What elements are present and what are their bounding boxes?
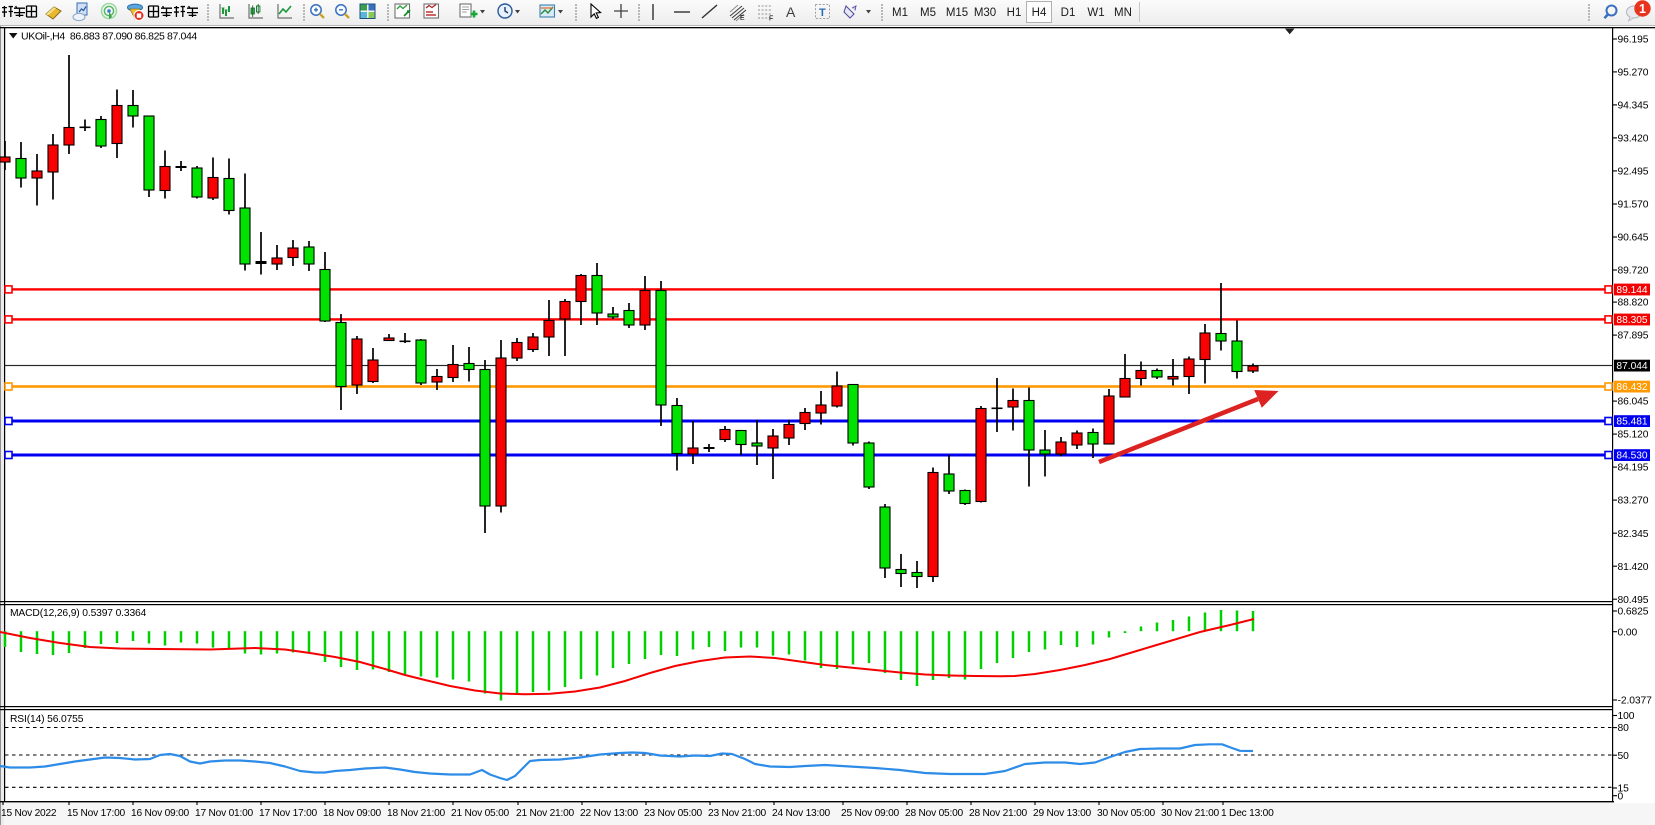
svg-text:E: E <box>740 15 745 22</box>
svg-text:0: 0 <box>1618 791 1624 802</box>
svg-text:22 Nov 13:00: 22 Nov 13:00 <box>580 808 639 819</box>
svg-text:82.345: 82.345 <box>1618 529 1649 540</box>
svg-text:50: 50 <box>1618 751 1630 762</box>
svg-text:H1: H1 <box>1007 7 1022 19</box>
svg-text:21 Nov 21:00: 21 Nov 21:00 <box>516 808 575 819</box>
svg-text:28 Nov 21:00: 28 Nov 21:00 <box>969 808 1028 819</box>
svg-text:RSI(14) 56.0755: RSI(14) 56.0755 <box>10 714 84 725</box>
svg-text:83.270: 83.270 <box>1618 496 1649 507</box>
svg-text:16 Nov 09:00: 16 Nov 09:00 <box>131 808 190 819</box>
svg-text:UKOil-,H4 86.883 87.090 86.82: UKOil-,H4 86.883 87.090 86.825 87.044 <box>21 31 197 43</box>
svg-text:88.820: 88.820 <box>1618 298 1649 309</box>
svg-text:T: T <box>819 7 826 19</box>
svg-text:94.345: 94.345 <box>1618 101 1649 112</box>
svg-text:H4: H4 <box>1032 7 1047 19</box>
svg-text:A: A <box>786 4 796 20</box>
svg-text:17 Nov 17:00: 17 Nov 17:00 <box>259 808 318 819</box>
svg-text:96.195: 96.195 <box>1618 35 1649 46</box>
svg-text:MACD(12,26,9) 0.5397 0.3364: MACD(12,26,9) 0.5397 0.3364 <box>10 608 147 619</box>
svg-text:24 Nov 13:00: 24 Nov 13:00 <box>772 808 831 819</box>
svg-text:84.195: 84.195 <box>1618 463 1649 474</box>
svg-text:1 Dec 13:00: 1 Dec 13:00 <box>1221 808 1274 819</box>
svg-text:M5: M5 <box>920 7 936 19</box>
svg-text:95.270: 95.270 <box>1618 68 1649 79</box>
svg-text:88.305: 88.305 <box>1616 315 1647 326</box>
svg-text:81.420: 81.420 <box>1618 562 1649 573</box>
svg-text:80: 80 <box>1618 723 1630 734</box>
svg-text:89.720: 89.720 <box>1618 266 1649 277</box>
svg-text:0.00: 0.00 <box>1618 627 1638 638</box>
svg-text:-2.0377: -2.0377 <box>1618 696 1653 707</box>
svg-text:F: F <box>769 16 773 23</box>
svg-text:18 Nov 09:00: 18 Nov 09:00 <box>323 808 382 819</box>
svg-text:29 Nov 13:00: 29 Nov 13:00 <box>1033 808 1092 819</box>
svg-text:90.645: 90.645 <box>1618 233 1649 244</box>
svg-text:28 Nov 05:00: 28 Nov 05:00 <box>905 808 964 819</box>
svg-text:15 Nov 17:00: 15 Nov 17:00 <box>67 808 126 819</box>
svg-text:86.045: 86.045 <box>1618 397 1649 408</box>
svg-text:M30: M30 <box>974 7 996 19</box>
svg-text:MN: MN <box>1114 7 1132 19</box>
svg-text:1: 1 <box>1639 2 1646 16</box>
svg-text:M15: M15 <box>946 7 968 19</box>
svg-text:89.144: 89.144 <box>1616 285 1647 296</box>
svg-text:91.570: 91.570 <box>1618 200 1649 211</box>
svg-text:23 Nov 21:00: 23 Nov 21:00 <box>708 808 767 819</box>
svg-text:30 Nov 05:00: 30 Nov 05:00 <box>1097 808 1156 819</box>
svg-text:86.432: 86.432 <box>1616 382 1647 393</box>
svg-text:30 Nov 21:00: 30 Nov 21:00 <box>1161 808 1220 819</box>
svg-text:84.530: 84.530 <box>1616 451 1647 462</box>
svg-text:0.6825: 0.6825 <box>1618 607 1649 618</box>
svg-text:17 Nov 01:00: 17 Nov 01:00 <box>195 808 254 819</box>
svg-text:80.495: 80.495 <box>1618 595 1649 606</box>
svg-text:W1: W1 <box>1087 7 1104 19</box>
svg-text:87.044: 87.044 <box>1616 361 1647 372</box>
svg-text:25 Nov 09:00: 25 Nov 09:00 <box>841 808 900 819</box>
svg-text:15 Nov 2022: 15 Nov 2022 <box>1 808 57 819</box>
svg-text:15: 15 <box>1618 784 1630 795</box>
svg-text:M1: M1 <box>892 7 908 19</box>
svg-text:21 Nov 05:00: 21 Nov 05:00 <box>451 808 510 819</box>
svg-text:93.420: 93.420 <box>1618 134 1649 145</box>
svg-text:100: 100 <box>1618 711 1635 722</box>
svg-text:85.481: 85.481 <box>1616 417 1647 428</box>
svg-text:87.895: 87.895 <box>1618 331 1649 342</box>
svg-text:D1: D1 <box>1061 7 1076 19</box>
svg-text:23 Nov 05:00: 23 Nov 05:00 <box>644 808 703 819</box>
svg-text:85.120: 85.120 <box>1618 430 1649 441</box>
svg-text:18 Nov 21:00: 18 Nov 21:00 <box>387 808 446 819</box>
svg-text:92.495: 92.495 <box>1618 167 1649 178</box>
